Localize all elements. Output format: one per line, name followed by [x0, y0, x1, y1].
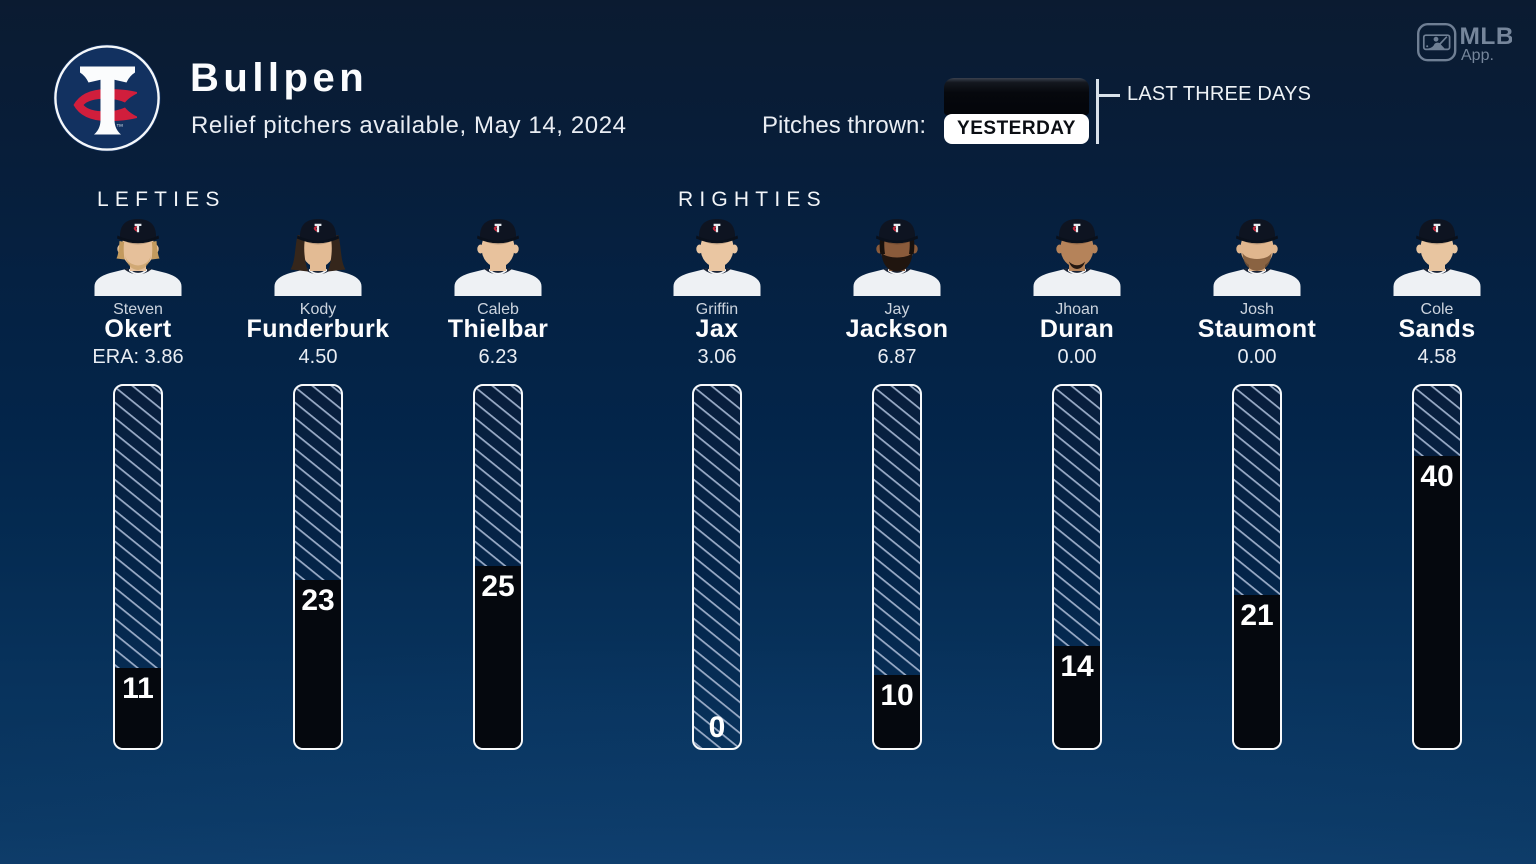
- svg-text:MLB: MLB: [1460, 23, 1513, 50]
- svg-text:App.: App.: [1461, 47, 1494, 63]
- svg-text:™: ™: [116, 122, 124, 131]
